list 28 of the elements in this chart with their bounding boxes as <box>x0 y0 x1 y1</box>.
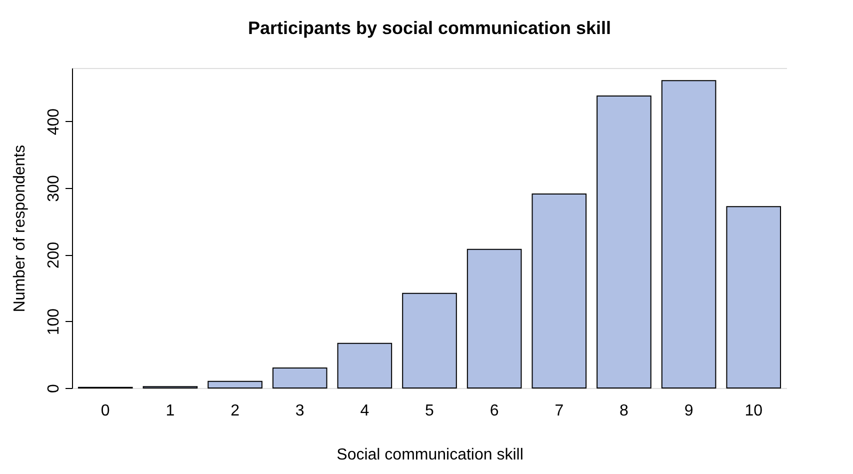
y-tick-label: 300 <box>46 175 62 202</box>
x-tick-label: 9 <box>684 402 694 420</box>
x-tick-label: 10 <box>744 402 763 420</box>
bar <box>661 80 716 388</box>
bar <box>726 206 782 388</box>
y-tick-label: 400 <box>46 108 62 136</box>
x-tick-label: 7 <box>554 402 564 420</box>
x-tick-label: 0 <box>100 402 110 420</box>
bar <box>337 342 392 388</box>
x-tick-label: 1 <box>166 402 175 420</box>
x-tick-label: 3 <box>295 402 304 420</box>
x-axis-title: Social communication skill <box>336 446 524 464</box>
y-tick-label: 200 <box>46 242 62 269</box>
x-tick-label: 4 <box>360 402 370 420</box>
bar <box>532 194 587 388</box>
y-tick-label: 0 <box>46 384 62 393</box>
x-tick-label: 6 <box>490 402 499 420</box>
x-tick-label: 5 <box>425 402 434 420</box>
bar <box>402 292 457 388</box>
bar <box>208 380 262 388</box>
x-tick-label: 8 <box>620 402 629 420</box>
y-tick-label: 100 <box>46 308 62 336</box>
bar <box>272 368 328 388</box>
bar <box>596 96 652 388</box>
chart-title: Participants by social communication skill <box>248 18 612 38</box>
bar <box>466 248 522 388</box>
x-tick-label: 2 <box>230 402 240 420</box>
y-axis-title: Number of respondents <box>12 144 28 312</box>
